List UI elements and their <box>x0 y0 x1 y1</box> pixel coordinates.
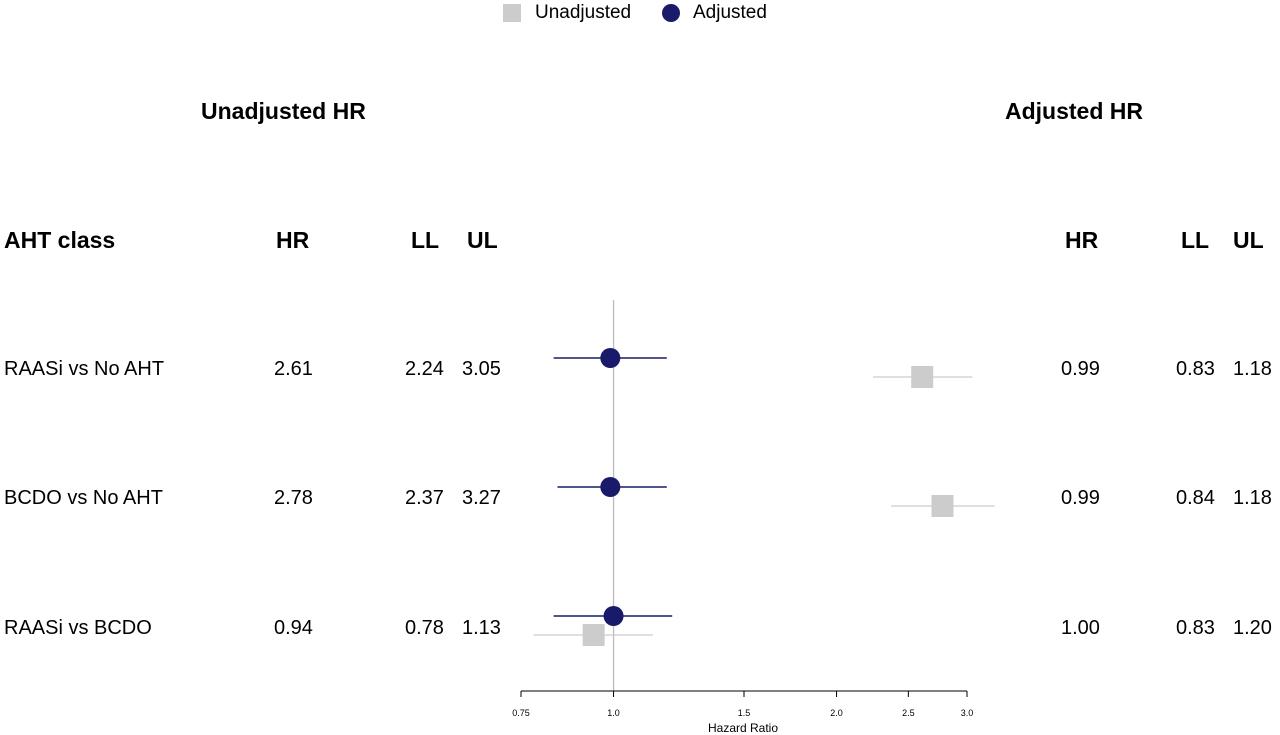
header-adjusted-hr: HR <box>1065 227 1099 253</box>
row-label: RAASi vs BCDO <box>4 617 152 639</box>
header-adjusted-ll: LL <box>1181 227 1210 253</box>
row-adjusted-ll: 0.83 <box>1176 617 1215 639</box>
row-unadjusted-hr: 2.61 <box>274 358 313 380</box>
x-tick-label: 2.0 <box>830 708 843 718</box>
x-tick-label: 3.0 <box>961 708 974 718</box>
row-adjusted-ul: 1.18 <box>1233 487 1272 509</box>
row-adjusted-ll: 0.84 <box>1176 487 1215 509</box>
legend-unadjusted-label: Unadjusted <box>535 2 632 23</box>
unadjusted-hr-marker <box>911 366 934 388</box>
header-aht-class: AHT class <box>4 227 116 253</box>
row-unadjusted-ll: 2.37 <box>405 487 444 509</box>
x-axis-title: Hazard Ratio <box>708 721 778 735</box>
header-unadjusted-hr: HR <box>276 227 310 253</box>
row-unadjusted-ll: 2.24 <box>405 358 444 380</box>
unadjusted-hr-marker <box>931 495 954 517</box>
row-label: RAASi vs No AHT <box>4 358 165 380</box>
row-unadjusted-ll: 0.78 <box>405 617 444 639</box>
row-unadjusted-hr: 0.94 <box>274 617 313 639</box>
x-tick-label: 0.75 <box>512 708 530 718</box>
row-unadjusted-ul: 1.13 <box>462 617 501 639</box>
adjusted-hr-marker <box>600 477 621 497</box>
row-adjusted-ul: 1.18 <box>1233 358 1272 380</box>
row-adjusted-hr: 0.99 <box>1061 358 1100 380</box>
legend-unadjusted-square-icon <box>503 4 521 22</box>
row-adjusted-hr: 1.00 <box>1061 617 1100 639</box>
row-adjusted-ll: 0.83 <box>1176 358 1215 380</box>
legend-adjusted-circle-icon <box>662 4 680 22</box>
unadjusted-hr-title: Unadjusted HR <box>201 98 366 124</box>
adjusted-hr-title: Adjusted HR <box>1005 98 1143 124</box>
row-adjusted-ul: 1.20 <box>1233 617 1272 639</box>
adjusted-hr-marker <box>600 348 621 368</box>
row-unadjusted-ul: 3.27 <box>462 487 501 509</box>
x-tick-label: 1.5 <box>738 708 751 718</box>
row-adjusted-hr: 0.99 <box>1061 487 1100 509</box>
row-unadjusted-ul: 3.05 <box>462 358 501 380</box>
header-unadjusted-ll: LL <box>411 227 440 253</box>
unadjusted-hr-marker <box>582 624 605 646</box>
legend: Unadjusted Adjusted <box>0 0 1280 28</box>
row-label: BCDO vs No AHT <box>4 487 163 509</box>
row-unadjusted-hr: 2.78 <box>274 487 313 509</box>
x-tick-label: 1.0 <box>607 708 620 718</box>
x-tick-label: 2.5 <box>902 708 915 718</box>
header-adjusted-ul: UL <box>1233 227 1264 253</box>
adjusted-hr-marker <box>603 606 624 626</box>
header-unadjusted-ul: UL <box>467 227 498 253</box>
legend-adjusted-label: Adjusted <box>693 2 767 23</box>
